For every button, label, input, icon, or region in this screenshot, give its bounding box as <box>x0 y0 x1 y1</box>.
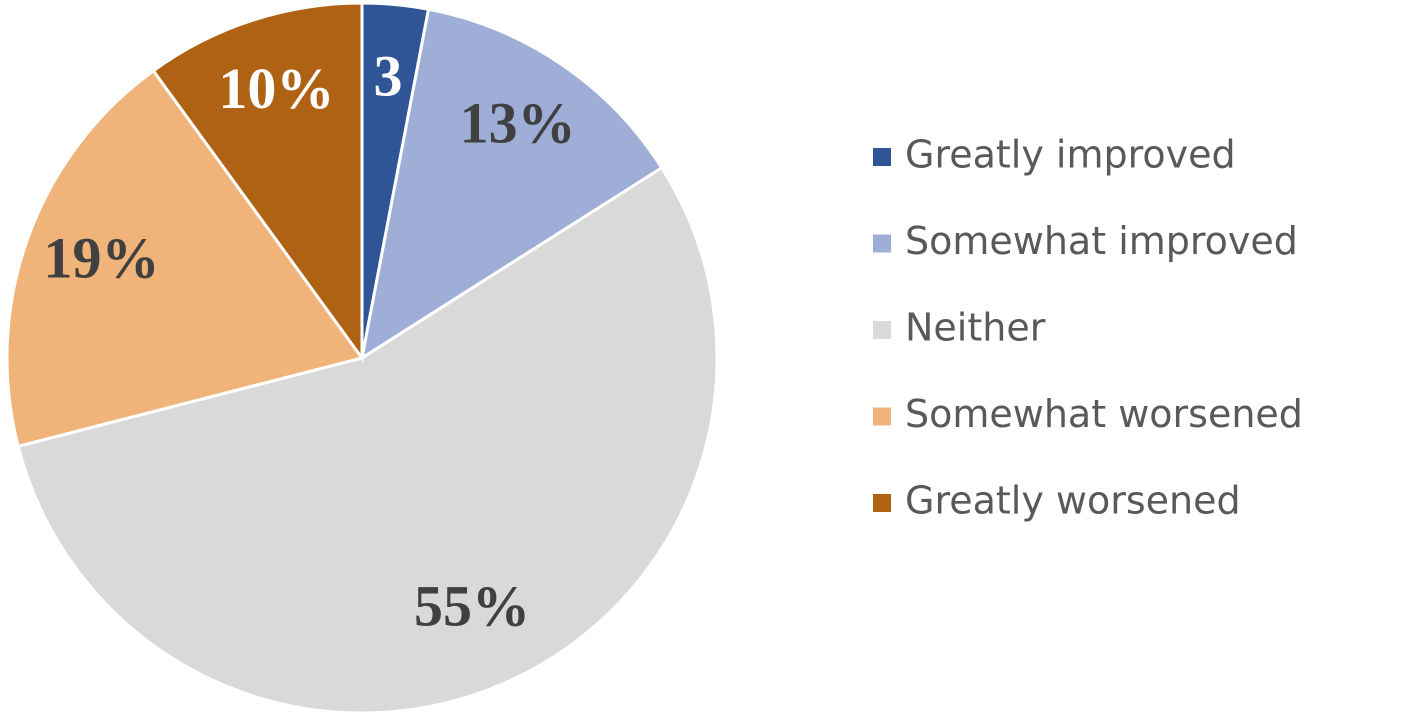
legend-swatch <box>873 494 891 512</box>
legend-label: Greatly worsened <box>905 479 1241 523</box>
legend-label: Somewhat improved <box>905 219 1298 263</box>
data-label: 10% <box>218 56 334 121</box>
legend-swatch <box>873 234 891 253</box>
legend-label: Greatly improved <box>905 133 1236 177</box>
legend-label: Neither <box>905 306 1046 350</box>
legend-swatch <box>873 407 891 426</box>
pie-slice <box>5 68 365 449</box>
data-label: 19% <box>43 226 159 291</box>
legend-swatch <box>873 148 891 166</box>
pie-slice <box>151 1 364 363</box>
data-label: 55% <box>414 573 530 638</box>
legend-swatch <box>873 321 891 339</box>
pie-slice <box>359 7 664 362</box>
data-label: 3 <box>374 44 403 109</box>
legend-label: Somewhat worsened <box>905 392 1303 436</box>
data-label: 13% <box>460 90 576 155</box>
pie-slice <box>16 165 719 714</box>
